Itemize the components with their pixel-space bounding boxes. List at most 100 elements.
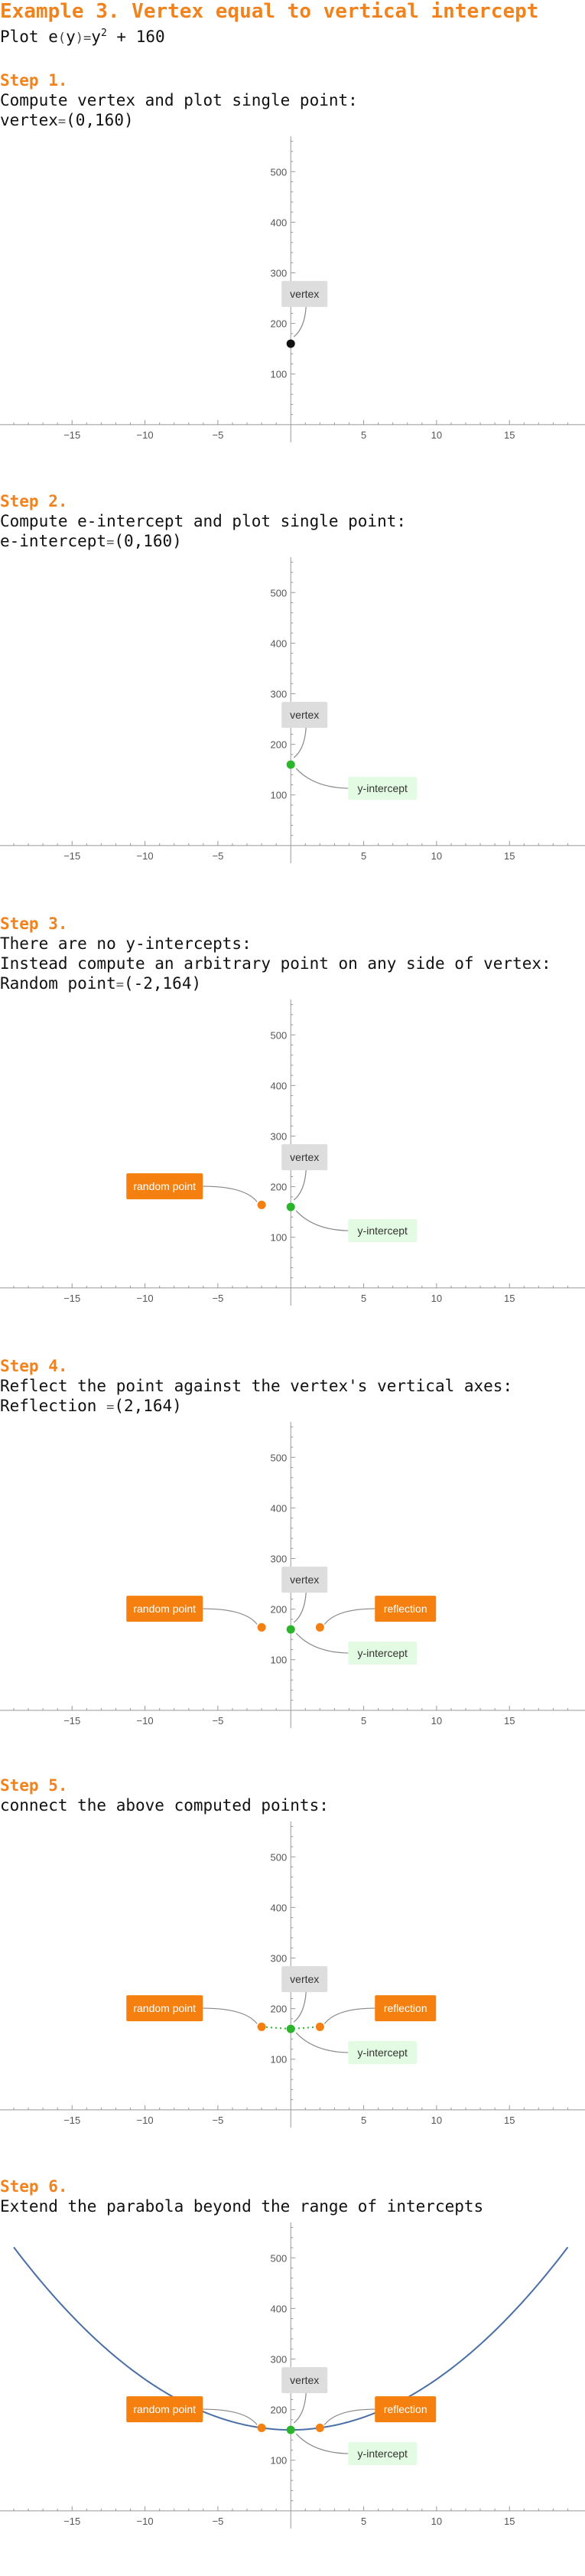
vertex-label-text: vertex <box>290 288 319 300</box>
random-point-label: random point <box>126 1173 203 1200</box>
x-tick-label: 10 <box>431 2516 442 2527</box>
intercept-leader <box>295 1210 349 1231</box>
step-heading: Step 5. <box>0 1776 68 1795</box>
random-point-label: random point <box>126 1995 203 2022</box>
vertex-label-bg <box>281 1966 328 1993</box>
vertex-leader <box>293 1992 307 2023</box>
x-tick-label: −15 <box>63 2516 80 2527</box>
chart-svg: −15 −10 −5 5 10 15 100 200 300 400 500 vertex y-inte… <box>0 2222 585 2529</box>
connecting-line <box>262 2026 320 2030</box>
vertex-label-bg <box>281 281 328 308</box>
vertex-label: vertex <box>281 702 328 729</box>
step-5-text: Step 5. connect the above computed point… <box>0 1775 585 1815</box>
x-tick-label: 15 <box>504 2115 515 2126</box>
random-point-label-text: random point <box>133 2002 196 2014</box>
step-2-text: Step 2. Compute e-intercept and plot sin… <box>0 491 585 551</box>
result-label: vertex <box>0 111 58 129</box>
y-tick-label: 200 <box>271 318 288 330</box>
x-tick-label: −15 <box>63 429 80 441</box>
step-2-chart: −15 −10 −5 5 10 15 100 200 300 400 500 vertex y-inte… <box>0 557 585 863</box>
chart-svg: −15 −10 −5 5 10 15 100 200 300 400 500 vertex <box>0 136 585 442</box>
y-tick-label: 400 <box>271 217 288 228</box>
step-6-text: Step 6. Extend the parabola beyond the r… <box>0 2177 585 2216</box>
result-value: (0,160) <box>66 111 134 129</box>
y-tick-label: 500 <box>271 166 288 178</box>
x-tick-label: 5 <box>361 429 366 441</box>
intercept-label-bg <box>348 1642 418 1665</box>
plot-func: e <box>48 28 58 46</box>
step-line: Instead compute an arbitrary point on an… <box>0 954 551 973</box>
intercept-leader <box>295 2433 349 2454</box>
random-point-leader <box>203 2408 258 2425</box>
random-point-label-bg <box>126 2396 203 2423</box>
vertex-point <box>286 1625 295 1634</box>
y-tick-label: 100 <box>271 2455 288 2467</box>
y-tick-label: 300 <box>271 268 288 279</box>
vertex-leader <box>293 1170 307 1201</box>
intercept-label: y-intercept <box>348 1219 418 1243</box>
x-tick-label: −10 <box>137 1715 154 1727</box>
vertex-point <box>286 339 295 348</box>
result-label: e-intercept <box>0 532 107 550</box>
x-tick-label: 15 <box>504 1715 515 1727</box>
x-tick-label: 10 <box>431 1293 442 1304</box>
y-tick-label: 400 <box>271 1902 288 1913</box>
vertex-label-bg <box>281 1144 328 1171</box>
vertex-label-text: vertex <box>290 2374 319 2386</box>
intercept-leader <box>295 1632 349 1654</box>
vertex-label-bg <box>281 702 328 729</box>
plot-base: y <box>91 28 101 46</box>
step-3-text: Step 3. There are no y-intercepts: Inste… <box>0 914 585 993</box>
vertex-leader <box>293 2393 307 2424</box>
y-tick-label: 300 <box>271 1554 288 1565</box>
intercept-label-bg <box>348 2442 418 2466</box>
random-point-label: random point <box>126 2396 203 2423</box>
random-point <box>257 2423 266 2432</box>
intercept-label: y-intercept <box>348 1642 418 1665</box>
reflection-label: reflection <box>375 2396 437 2423</box>
result-value: (-2,164) <box>123 974 202 993</box>
chart-svg: −15 −10 −5 5 10 15 100 200 300 400 500 vertex y-inte… <box>0 1821 585 2128</box>
y-tick-label: 200 <box>271 2004 288 2015</box>
step-heading: Step 2. <box>0 492 68 510</box>
random-point <box>257 1200 266 1209</box>
y-tick-label: 200 <box>271 1182 288 1193</box>
x-tick-label: −5 <box>212 850 223 862</box>
y-tick-label: 300 <box>271 2354 288 2366</box>
vertex-label-bg <box>281 1567 328 1593</box>
step-6-chart: −15 −10 −5 5 10 15 100 200 300 400 500 vertex y-inte… <box>0 2222 585 2529</box>
y-tick-label: 200 <box>271 2405 288 2416</box>
step-line: Compute e-intercept and plot single poin… <box>0 512 407 530</box>
reflection-label-text: reflection <box>384 2002 427 2014</box>
y-tick-label: 300 <box>271 689 288 700</box>
reflection-point <box>315 1622 324 1632</box>
random-point-label-text: random point <box>133 1180 196 1192</box>
step-result-line: e-intercept=(0,160) <box>0 531 585 551</box>
vertex-leader <box>293 1593 307 1623</box>
result-eq: = <box>57 114 67 129</box>
result-eq: = <box>106 535 115 550</box>
y-tick-label: 400 <box>271 1502 288 1514</box>
x-tick-label: 10 <box>431 429 442 441</box>
intercept-label-bg <box>348 2041 418 2065</box>
intercept-label: y-intercept <box>348 2041 418 2065</box>
step-4-chart: −15 −10 −5 5 10 15 100 200 300 400 500 vertex y-inte… <box>0 1422 585 1728</box>
vertex-point <box>286 1202 295 1211</box>
intercept-label-bg <box>348 1219 418 1243</box>
x-tick-label: −10 <box>137 2115 154 2126</box>
random-point-label-text: random point <box>133 1603 196 1615</box>
x-tick-label: 5 <box>361 1293 366 1304</box>
intercept-label-text: y-intercept <box>358 2046 408 2059</box>
y-tick-label: 200 <box>271 739 288 751</box>
x-tick-label: 5 <box>361 1715 366 1727</box>
x-tick-label: −5 <box>212 2115 223 2126</box>
vertex-label: vertex <box>281 1567 328 1593</box>
step-heading: Step 4. <box>0 1357 68 1375</box>
random-point-label-text: random point <box>133 2403 196 2415</box>
vertex-leader <box>293 728 307 758</box>
x-tick-label: 10 <box>431 850 442 862</box>
plot-rest: + 160 <box>106 28 165 46</box>
vertex-point <box>286 760 295 769</box>
plot-lparen: ( <box>57 31 67 46</box>
reflection-leader <box>323 2007 375 2024</box>
